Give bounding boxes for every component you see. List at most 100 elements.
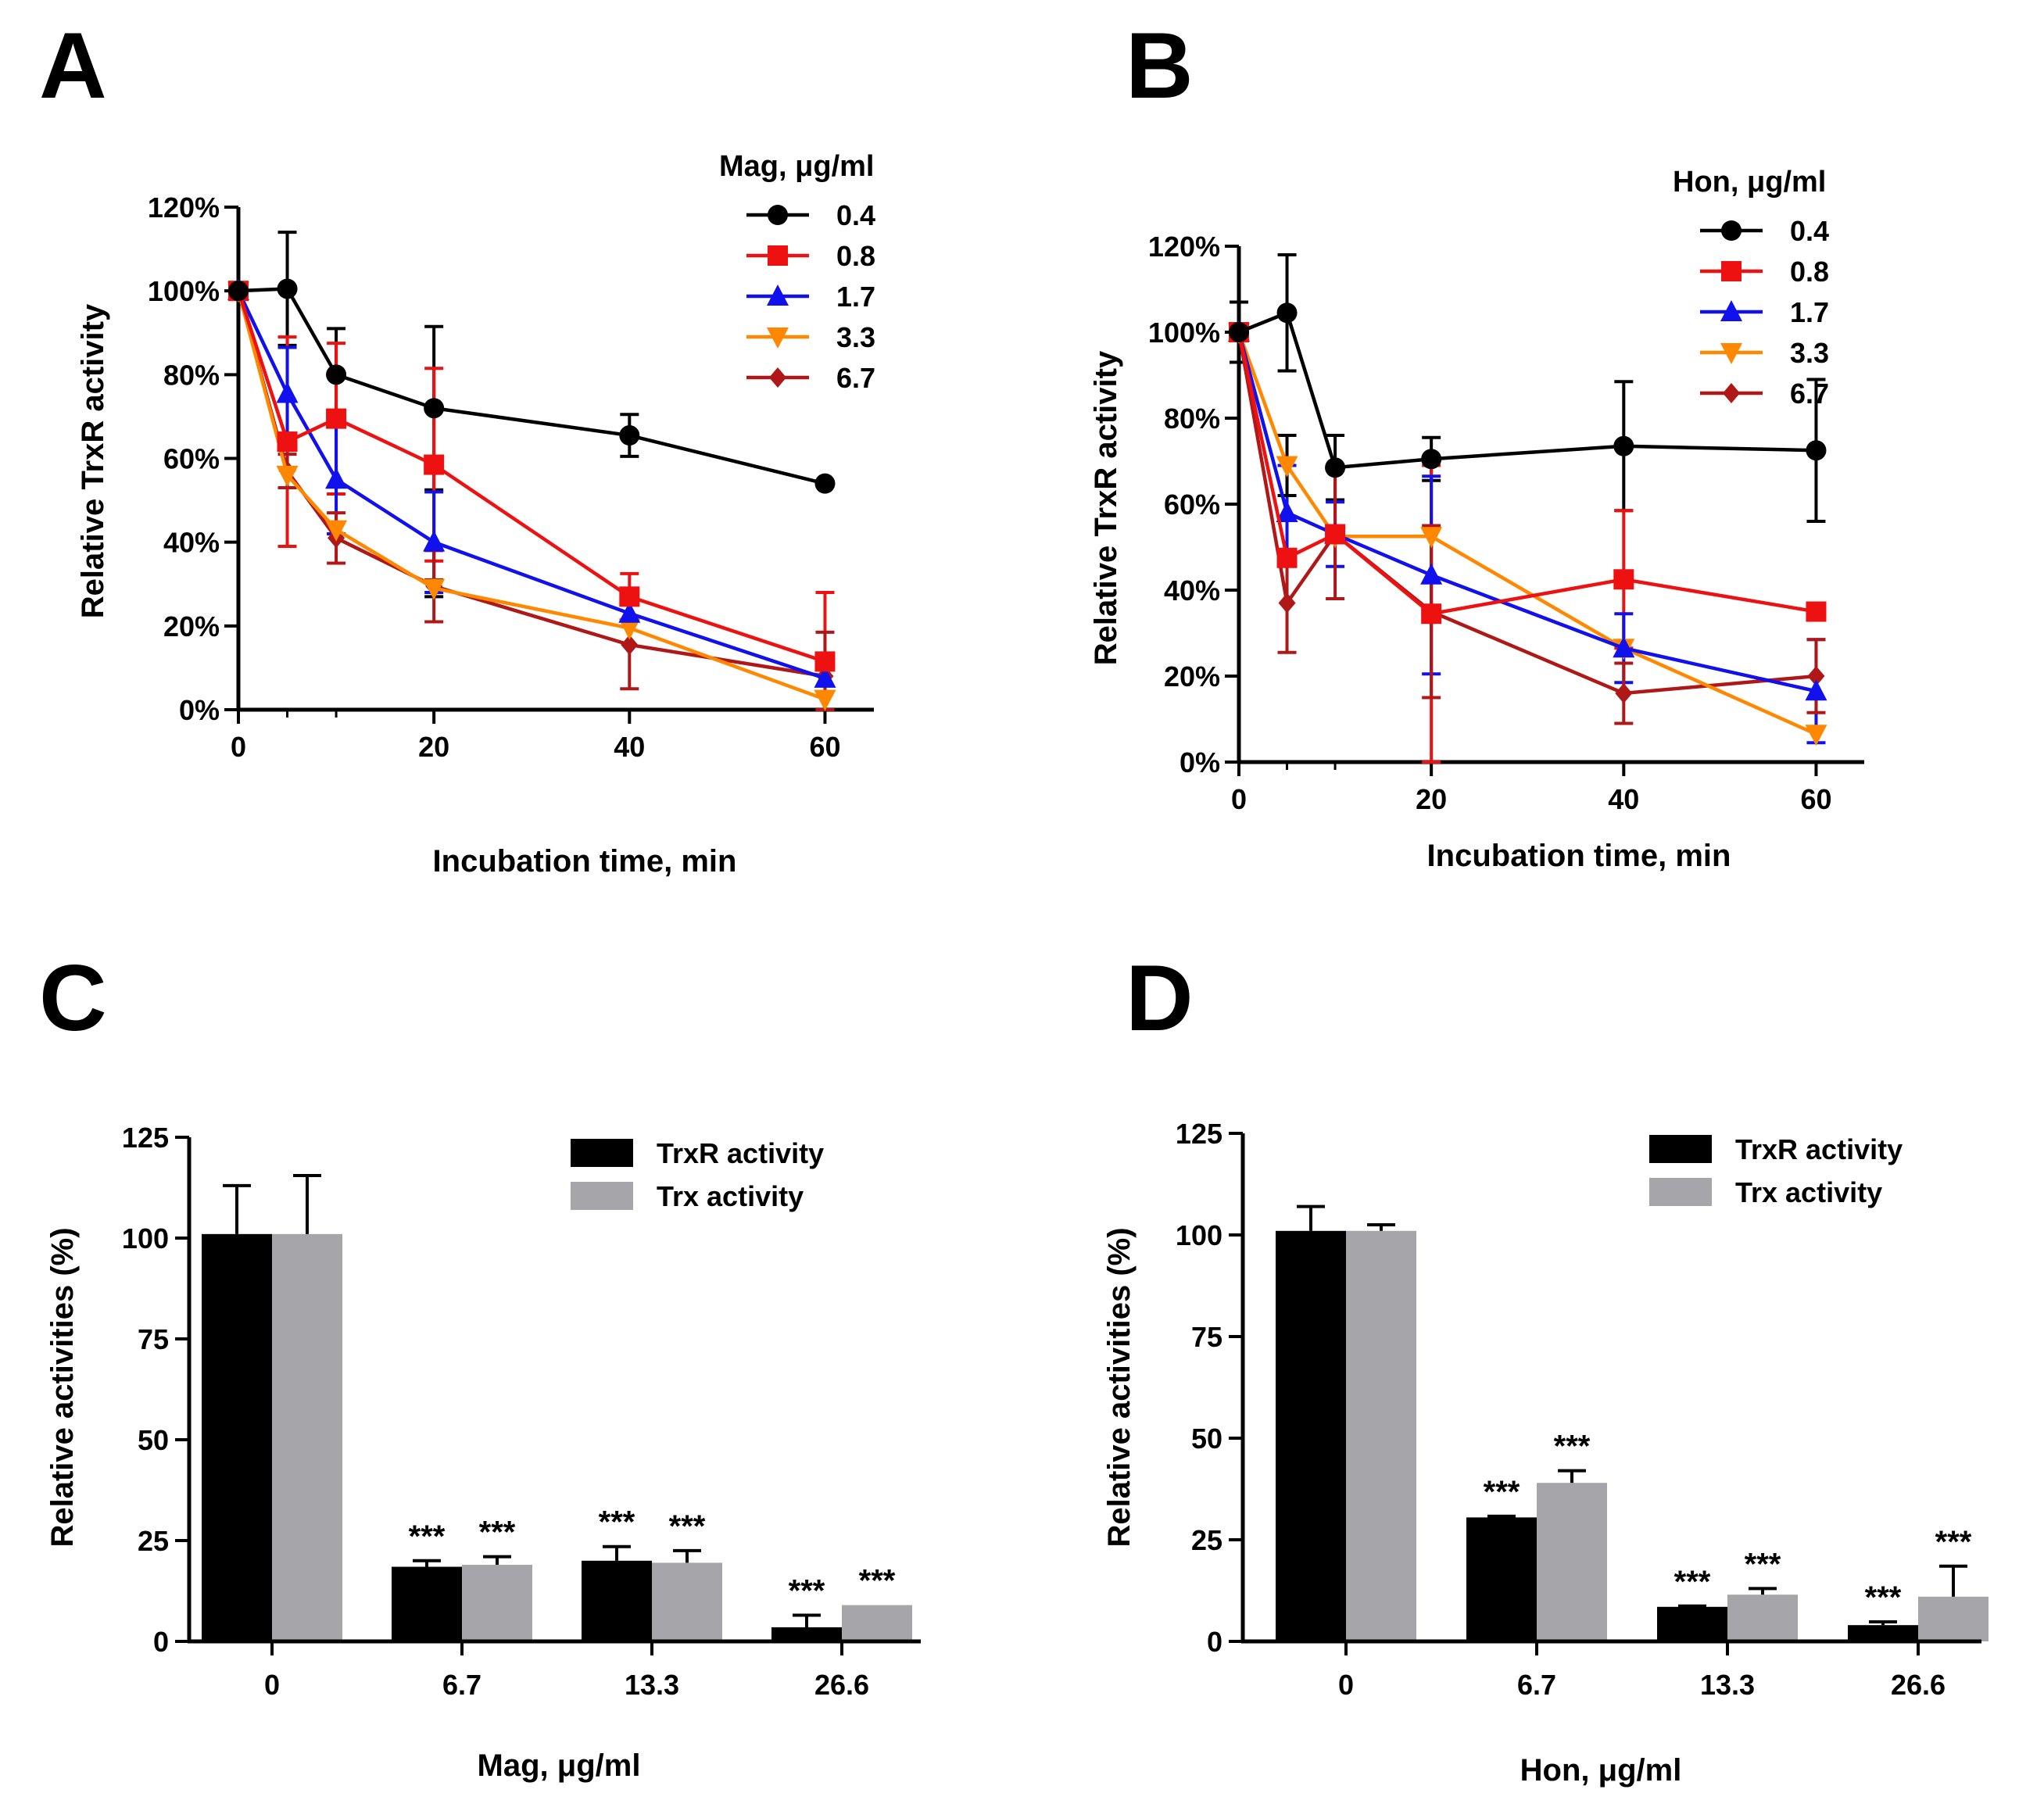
bar-trx xyxy=(842,1605,912,1641)
marker-circle xyxy=(1276,302,1298,324)
bars: *** *** *** *** *** *** xyxy=(1276,1204,1989,1641)
y-axis-title: Relative TrxR activity xyxy=(1089,350,1123,665)
y-tick-label: 75 xyxy=(1191,1321,1222,1353)
y-tick-label: 80% xyxy=(163,359,220,391)
series-points-6.7 xyxy=(230,281,834,687)
legend-label: TrxR activity xyxy=(657,1137,824,1169)
marker-square xyxy=(619,586,640,607)
bar-trx xyxy=(1537,1483,1607,1641)
legend-item: 0.8 xyxy=(1700,256,1829,288)
legend-label: Trx activity xyxy=(657,1180,804,1212)
marker-circle xyxy=(1806,440,1827,461)
y-tick-label: 0% xyxy=(179,694,220,726)
panel-label-a: A xyxy=(39,13,107,118)
x-tick-label: 26.6 xyxy=(1891,1669,1946,1701)
marker-triangle-down xyxy=(767,327,789,349)
y-tick-label: 25 xyxy=(1191,1524,1222,1556)
legend-swatch xyxy=(571,1182,633,1210)
y-tick-label: 100% xyxy=(1148,317,1220,349)
bars: *** *** *** *** *** *** xyxy=(202,1174,912,1641)
legend: Hon, μg/ml 0.4 0.8 1.7 3.3 6.7 xyxy=(1673,166,1829,410)
error-bars-6.7 xyxy=(1277,468,1826,725)
x-axis-ticks: 0 20 40 60 xyxy=(231,710,840,763)
marker-triangle-down xyxy=(618,618,641,640)
significance-marker: *** xyxy=(1484,1475,1520,1509)
marker-triangle-down xyxy=(1720,343,1742,364)
y-axis-ticks: 0% 20% 40% 60% 80% 100% 120% xyxy=(148,191,238,726)
bar-trx xyxy=(1346,1230,1416,1641)
y-tick-label: 50 xyxy=(138,1424,169,1456)
marker-diamond xyxy=(621,634,639,655)
legend-label: 6.7 xyxy=(836,362,875,394)
bar-trxr xyxy=(1657,1606,1727,1641)
series-points-0.8 xyxy=(1229,322,1827,625)
marker-circle xyxy=(1721,220,1742,241)
panel-label-c: C xyxy=(39,946,107,1050)
marker-triangle-down xyxy=(1276,456,1298,478)
error-bars-0.4 xyxy=(1230,253,1826,523)
y-tick-label: 40% xyxy=(163,527,220,559)
panel-label-d: D xyxy=(1126,946,1194,1050)
legend-label: 1.7 xyxy=(1790,296,1829,328)
legend-swatch xyxy=(1649,1135,1712,1163)
bar-trxr xyxy=(1848,1625,1918,1641)
marker-square xyxy=(1325,524,1346,545)
legend-item: 6.7 xyxy=(1700,378,1829,410)
marker-diamond xyxy=(1615,683,1633,703)
error-bars-0.8 xyxy=(1422,463,1634,764)
y-tick-label: 120% xyxy=(1148,231,1220,263)
legend-label: 3.3 xyxy=(836,321,875,353)
marker-diamond xyxy=(1723,383,1740,403)
marker-circle xyxy=(768,205,788,225)
legend-item: 0.8 xyxy=(746,240,875,272)
bar-trxr xyxy=(771,1627,842,1641)
series-line-1.7 xyxy=(236,290,826,680)
x-tick-label: 0 xyxy=(1338,1669,1354,1701)
x-tick-label: 40 xyxy=(1608,783,1639,815)
series-line-1.7 xyxy=(1237,331,1817,693)
legend-item: 1.7 xyxy=(746,281,875,313)
y-tick-label: 125 xyxy=(1176,1118,1222,1150)
series-line-0.8 xyxy=(1237,331,1817,616)
marker-square xyxy=(1806,601,1827,622)
x-tick-label: 40 xyxy=(614,731,645,763)
y-tick-label: 0 xyxy=(1207,1626,1222,1658)
significance-marker: *** xyxy=(599,1505,635,1540)
legend-swatch xyxy=(571,1139,633,1167)
marker-circle xyxy=(1229,322,1249,342)
marker-circle xyxy=(1421,449,1442,470)
panel-a-line-chart: A 0% 20% 40% 60% 80% 100% 120% 0 20 40 60 Relativ… xyxy=(39,13,875,879)
y-tick-label: 60% xyxy=(1164,489,1220,521)
y-tick-label: 60% xyxy=(163,443,220,475)
series-points-0.8 xyxy=(228,281,836,672)
axes xyxy=(1240,1133,1981,1644)
marker-triangle-up xyxy=(814,666,836,688)
y-tick-label: 100% xyxy=(148,275,220,307)
y-axis-title: Relative activities (%) xyxy=(45,1227,80,1547)
x-axis-title: Incubation time, min xyxy=(1427,839,1731,873)
marker-triangle-down xyxy=(1420,527,1443,549)
bar-trx xyxy=(272,1233,342,1641)
x-tick-label: 13.3 xyxy=(1700,1669,1755,1701)
x-tick-label: 6.7 xyxy=(1517,1669,1556,1701)
bar-trx xyxy=(1727,1594,1798,1641)
x-axis-ticks: 0 20 40 60 xyxy=(1231,762,1831,815)
x-axis-ticks: 0 6.7 13.3 26.6 xyxy=(1338,1641,1946,1701)
legend-item: 0.4 xyxy=(1700,215,1829,247)
marker-triangle-down xyxy=(1805,725,1827,746)
legend: TrxR activity Trx activity xyxy=(571,1137,824,1212)
x-axis-ticks: 0 6.7 13.3 26.6 xyxy=(264,1641,869,1701)
marker-circle xyxy=(619,425,640,446)
y-tick-label: 100 xyxy=(122,1222,169,1254)
legend-item: TrxR activity xyxy=(1649,1133,1903,1165)
x-tick-label: 6.7 xyxy=(442,1669,481,1701)
legend-title: Mag, μg/ml xyxy=(719,150,874,183)
legend-label: 0.8 xyxy=(1790,256,1829,288)
legend-label: TrxR activity xyxy=(1735,1133,1903,1165)
x-tick-label: 20 xyxy=(418,731,449,763)
y-tick-label: 20% xyxy=(1164,660,1220,693)
marker-triangle-up xyxy=(618,601,641,623)
bar-trx xyxy=(1918,1596,1989,1641)
marker-square xyxy=(424,454,445,475)
